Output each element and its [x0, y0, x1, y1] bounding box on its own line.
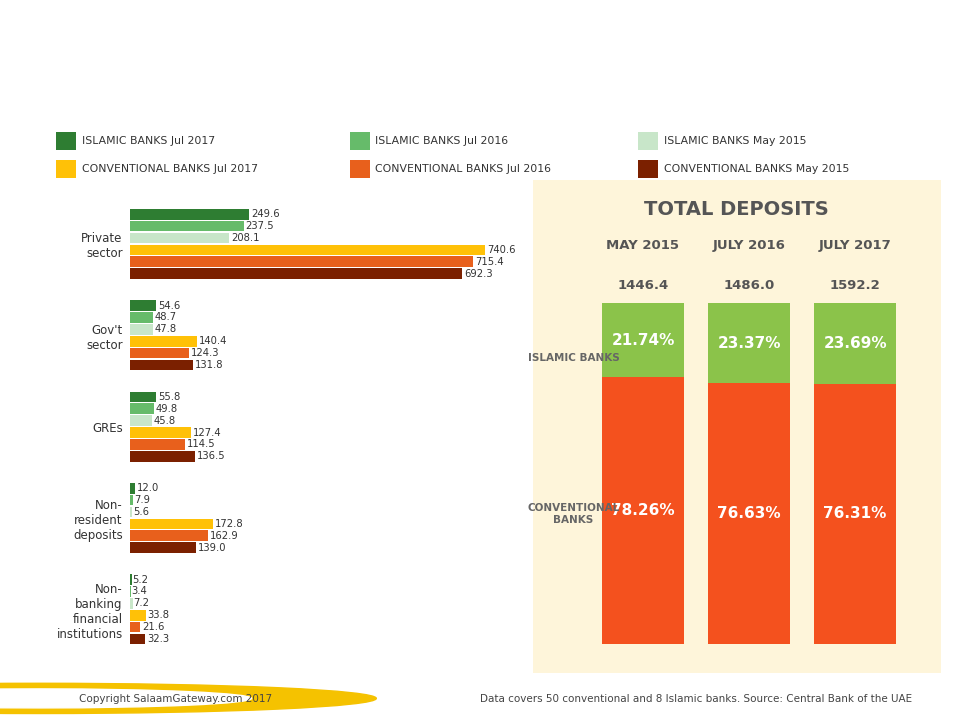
- Text: 5.6: 5.6: [132, 507, 149, 517]
- Text: 1592.2: 1592.2: [829, 279, 880, 292]
- Text: 162.9: 162.9: [209, 531, 238, 541]
- Circle shape: [0, 683, 376, 714]
- Text: 740.6: 740.6: [487, 245, 516, 255]
- Bar: [130, 233, 229, 243]
- Text: 55.8: 55.8: [158, 392, 180, 402]
- Text: MAY 2015, JUL 2016, JUL 2017 (in billions of dirhams): MAY 2015, JUL 2016, JUL 2017 (in billion…: [12, 88, 638, 108]
- FancyBboxPatch shape: [349, 160, 370, 178]
- FancyBboxPatch shape: [602, 377, 684, 644]
- Bar: [130, 439, 184, 450]
- Text: 715.4: 715.4: [475, 257, 504, 266]
- Text: 208.1: 208.1: [231, 233, 260, 243]
- Text: 23.37%: 23.37%: [717, 336, 780, 351]
- Bar: [130, 403, 154, 414]
- Bar: [130, 575, 132, 585]
- Text: 1446.4: 1446.4: [617, 279, 668, 292]
- FancyBboxPatch shape: [638, 160, 659, 178]
- Text: 127.4: 127.4: [193, 428, 222, 438]
- Text: 48.7: 48.7: [155, 312, 177, 323]
- Bar: [130, 610, 146, 621]
- Text: 139.0: 139.0: [199, 543, 227, 553]
- Bar: [130, 598, 133, 608]
- Bar: [130, 245, 485, 255]
- Text: 124.3: 124.3: [191, 348, 220, 358]
- Bar: [130, 256, 473, 267]
- FancyBboxPatch shape: [814, 303, 896, 384]
- Bar: [130, 622, 140, 632]
- FancyBboxPatch shape: [349, 132, 370, 150]
- Bar: [130, 483, 135, 494]
- Text: 114.5: 114.5: [186, 439, 215, 449]
- FancyBboxPatch shape: [814, 384, 896, 644]
- Bar: [130, 531, 207, 541]
- Bar: [130, 415, 152, 426]
- Text: 45.8: 45.8: [154, 415, 176, 426]
- Bar: [130, 221, 244, 231]
- Bar: [130, 209, 250, 220]
- Text: TOTAL DEPOSITS: TOTAL DEPOSITS: [644, 199, 829, 219]
- Text: MAY 2015: MAY 2015: [607, 239, 680, 252]
- Text: 3.4: 3.4: [132, 587, 148, 596]
- Bar: [130, 507, 132, 518]
- Text: ISLAMIC BANKS: ISLAMIC BANKS: [528, 354, 619, 364]
- Bar: [130, 312, 153, 323]
- Bar: [130, 269, 462, 279]
- Text: 692.3: 692.3: [464, 269, 492, 279]
- Text: 54.6: 54.6: [157, 300, 180, 310]
- FancyBboxPatch shape: [638, 132, 659, 150]
- Bar: [130, 348, 189, 359]
- Text: 237.5: 237.5: [246, 221, 275, 231]
- Bar: [130, 300, 156, 311]
- Text: 76.63%: 76.63%: [717, 505, 780, 521]
- Text: 47.8: 47.8: [155, 324, 177, 334]
- Text: 12.0: 12.0: [137, 483, 159, 493]
- Text: 7.2: 7.2: [133, 598, 150, 608]
- Bar: [130, 495, 133, 505]
- Bar: [130, 324, 153, 335]
- Bar: [130, 542, 197, 553]
- Text: 21.74%: 21.74%: [612, 333, 675, 348]
- Text: 7.9: 7.9: [133, 495, 150, 505]
- Text: 136.5: 136.5: [197, 451, 226, 462]
- FancyBboxPatch shape: [57, 160, 76, 178]
- Bar: [130, 336, 197, 346]
- Text: 32.3: 32.3: [147, 634, 169, 644]
- FancyBboxPatch shape: [602, 303, 684, 377]
- FancyBboxPatch shape: [708, 303, 790, 383]
- Text: 172.8: 172.8: [214, 519, 243, 529]
- Text: CONVENTIONAL BANKS Jul 2017: CONVENTIONAL BANKS Jul 2017: [82, 163, 257, 174]
- Text: CONVENTIONAL BANKS Jul 2016: CONVENTIONAL BANKS Jul 2016: [375, 163, 551, 174]
- Text: 78.26%: 78.26%: [612, 503, 675, 518]
- Text: 249.6: 249.6: [252, 210, 280, 220]
- FancyBboxPatch shape: [57, 132, 76, 150]
- Text: 1486.0: 1486.0: [724, 279, 775, 292]
- Text: CONVENTIONAL
BANKS: CONVENTIONAL BANKS: [527, 503, 620, 525]
- Bar: [130, 427, 191, 438]
- Text: CONVENTIONAL BANKS May 2015: CONVENTIONAL BANKS May 2015: [663, 163, 850, 174]
- Bar: [130, 634, 145, 644]
- Text: JULY 2017: JULY 2017: [819, 239, 892, 252]
- Bar: [130, 451, 195, 462]
- Text: 33.8: 33.8: [148, 611, 170, 620]
- Bar: [130, 392, 156, 402]
- Text: UAE BANK DEPOSITS: UAE BANK DEPOSITS: [12, 29, 596, 76]
- Text: 76.31%: 76.31%: [824, 506, 887, 521]
- Bar: [130, 359, 193, 370]
- Text: ISLAMIC BANKS Jul 2016: ISLAMIC BANKS Jul 2016: [375, 135, 508, 145]
- Text: JULY 2016: JULY 2016: [712, 239, 785, 252]
- Text: Copyright SalaamGateway.com 2017: Copyright SalaamGateway.com 2017: [79, 694, 272, 704]
- Text: 140.4: 140.4: [199, 336, 228, 346]
- Circle shape: [0, 689, 252, 708]
- FancyBboxPatch shape: [708, 383, 790, 644]
- Text: 131.8: 131.8: [195, 360, 224, 370]
- Text: 49.8: 49.8: [156, 404, 178, 414]
- Text: 5.2: 5.2: [132, 575, 149, 585]
- Bar: [130, 518, 212, 529]
- Text: Data covers 50 conventional and 8 Islamic banks. Source: Central Bank of the UAE: Data covers 50 conventional and 8 Islami…: [480, 694, 912, 704]
- Text: ISLAMIC BANKS Jul 2017: ISLAMIC BANKS Jul 2017: [82, 135, 215, 145]
- Text: 21.6: 21.6: [142, 622, 164, 632]
- Text: ISLAMIC BANKS May 2015: ISLAMIC BANKS May 2015: [663, 135, 806, 145]
- Text: 23.69%: 23.69%: [824, 336, 887, 351]
- Bar: [130, 586, 132, 597]
